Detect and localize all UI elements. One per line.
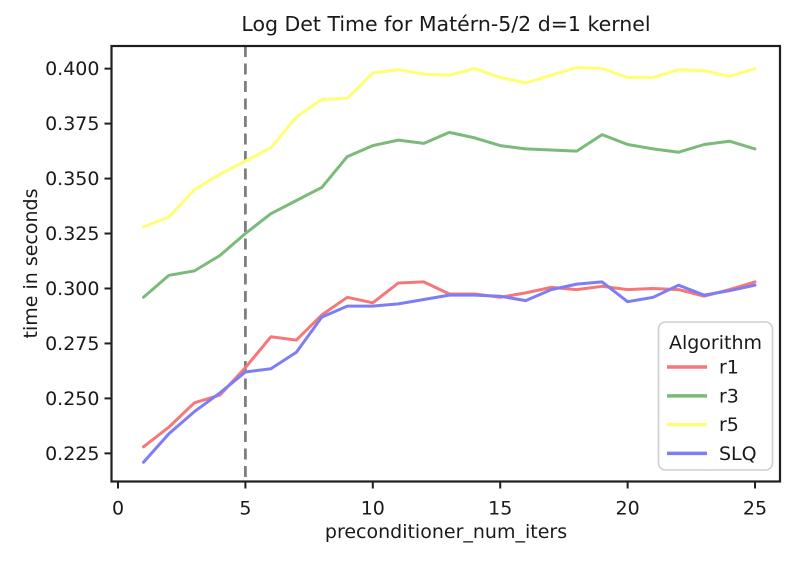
y-tick-label: 0.350 bbox=[45, 168, 99, 190]
legend-label-r1: r1 bbox=[719, 357, 739, 379]
legend-box bbox=[657, 321, 774, 471]
y-tick-label: 0.400 bbox=[45, 58, 99, 80]
y-tick-label: 0.300 bbox=[45, 278, 99, 300]
legend-label-SLQ: SLQ bbox=[719, 443, 757, 465]
y-tick-label: 0.250 bbox=[45, 388, 99, 410]
x-tick-label: 15 bbox=[488, 498, 512, 520]
legend-label-r5: r5 bbox=[719, 414, 739, 436]
y-tick-label: 0.325 bbox=[45, 223, 99, 245]
x-tick-label: 25 bbox=[743, 498, 767, 520]
chart-title: Log Det Time for Matérn-5/2 d=1 kernel bbox=[241, 12, 650, 36]
legend-label-r3: r3 bbox=[719, 385, 739, 407]
series-line-r3 bbox=[142, 130, 757, 299]
plot-border bbox=[110, 44, 782, 483]
x-tick-label: 20 bbox=[616, 498, 640, 520]
x-axis-label: preconditioner_num_iters bbox=[325, 521, 567, 543]
x-tick-label: 5 bbox=[239, 498, 251, 520]
y-tick-label: 0.375 bbox=[45, 113, 99, 135]
x-tick-label: 10 bbox=[361, 498, 385, 520]
x-tick-label: 0 bbox=[112, 498, 124, 520]
series-line-SLQ bbox=[142, 280, 757, 464]
y-tick-label: 0.275 bbox=[45, 333, 99, 355]
legend-title: Algorithm bbox=[669, 332, 762, 354]
y-tick-label: 0.225 bbox=[45, 443, 99, 465]
y-axis-label: time in seconds bbox=[20, 189, 42, 339]
series-line-r5 bbox=[142, 66, 757, 229]
